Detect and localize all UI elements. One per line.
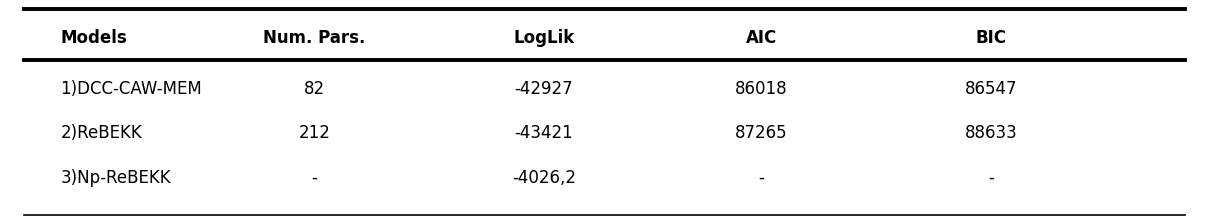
Text: 88633: 88633 [965, 124, 1018, 142]
Text: -: - [989, 168, 994, 187]
Text: 2)ReBEKK: 2)ReBEKK [60, 124, 143, 142]
Text: 86018: 86018 [735, 80, 788, 98]
Text: 212: 212 [299, 124, 330, 142]
Text: -4026,2: -4026,2 [513, 168, 575, 187]
Text: 1)DCC-CAW-MEM: 1)DCC-CAW-MEM [60, 80, 202, 98]
Text: LogLik: LogLik [514, 29, 574, 47]
Text: 87265: 87265 [735, 124, 788, 142]
Text: Num. Pars.: Num. Pars. [264, 29, 365, 47]
Text: -43421: -43421 [515, 124, 573, 142]
Text: -: - [312, 168, 317, 187]
Text: Models: Models [60, 29, 127, 47]
Text: 86547: 86547 [965, 80, 1018, 98]
Text: 82: 82 [303, 80, 325, 98]
Text: BIC: BIC [976, 29, 1007, 47]
Text: -42927: -42927 [515, 80, 573, 98]
Text: -: - [759, 168, 764, 187]
Text: AIC: AIC [746, 29, 777, 47]
Text: 3)Np-ReBEKK: 3)Np-ReBEKK [60, 168, 172, 187]
